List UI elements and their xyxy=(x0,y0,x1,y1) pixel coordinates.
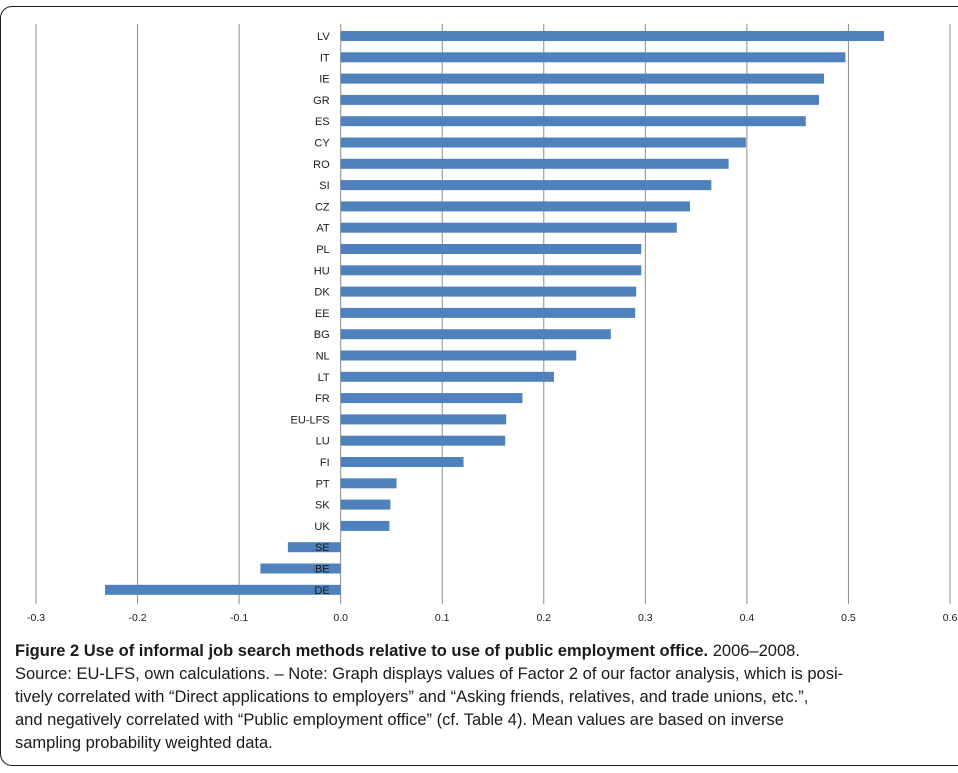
category-label: UK xyxy=(314,521,330,533)
category-label: LT xyxy=(318,372,330,384)
bar xyxy=(340,307,636,318)
bar-chart: -0.3 -0.2 -0.1 0.0 0.1 0.2 0.3 0.4 0.5 0.6 LV IT IE G… xyxy=(27,24,958,624)
category-label: IE xyxy=(319,74,329,86)
category-label: IT xyxy=(320,52,330,64)
bar xyxy=(340,201,691,212)
x-tick-label: -0.1 xyxy=(230,612,248,624)
x-tick-label: -0.2 xyxy=(129,612,147,624)
bar xyxy=(340,350,577,361)
caption-line-3: and negatively correlated with “Public e… xyxy=(15,711,784,729)
category-label: BG xyxy=(314,329,330,341)
category-label: PT xyxy=(316,478,330,490)
bar xyxy=(340,414,507,425)
category-label: FI xyxy=(320,457,330,469)
category-label: DK xyxy=(314,287,330,299)
bar xyxy=(340,116,806,127)
bar xyxy=(340,244,642,254)
x-tick-label: 0.2 xyxy=(536,612,551,624)
category-label: DE xyxy=(314,585,329,597)
caption-line-2: tively correlated with “Direct applicati… xyxy=(15,688,809,706)
caption-line-4: sampling probability weighted data. xyxy=(15,734,273,752)
category-label: NL xyxy=(316,351,330,363)
category-label: LU xyxy=(316,436,330,448)
x-tick-label: 0.6 xyxy=(943,612,958,624)
x-tick-label: 0.3 xyxy=(638,612,653,624)
category-label: CZ xyxy=(315,201,330,213)
bar xyxy=(105,584,341,595)
bar xyxy=(340,393,523,404)
category-label: SK xyxy=(315,500,330,512)
category-label: CY xyxy=(314,138,330,150)
bar xyxy=(340,457,464,467)
bar xyxy=(340,435,506,446)
x-tick-label: 0.1 xyxy=(435,612,450,624)
bar xyxy=(340,371,554,382)
bar xyxy=(260,563,341,574)
bar xyxy=(340,137,746,148)
x-tick-label: 0.0 xyxy=(333,612,348,624)
bar xyxy=(340,265,642,276)
caption-line-1: Source: EU-LFS, own calculations. – Note… xyxy=(15,665,844,683)
category-label: FR xyxy=(315,393,330,405)
category-label: SE xyxy=(315,542,330,554)
bar xyxy=(287,542,341,553)
bar xyxy=(340,73,825,84)
figure-frame xyxy=(0,6,958,766)
caption-title: Figure 2 Use of informal job search meth… xyxy=(15,642,709,660)
category-label: GR xyxy=(313,95,330,107)
bar xyxy=(340,31,884,41)
bar xyxy=(340,158,729,169)
x-tick-label: 0.5 xyxy=(841,612,856,624)
bar xyxy=(340,286,637,297)
category-label: RO xyxy=(313,159,330,171)
bar xyxy=(340,222,677,233)
category-label: HU xyxy=(314,265,330,277)
bar xyxy=(340,180,712,191)
figure-caption: Figure 2 Use of informal job search meth… xyxy=(15,640,958,755)
bar xyxy=(340,52,846,63)
category-label: EE xyxy=(315,308,330,320)
category-label: AT xyxy=(316,223,330,235)
category-label: ES xyxy=(315,116,330,128)
x-tick-label: 0.4 xyxy=(740,612,755,624)
caption-years: 2006–2008. xyxy=(708,642,800,660)
category-label: LV xyxy=(317,31,330,43)
bar xyxy=(340,499,391,510)
category-label: PL xyxy=(316,244,329,256)
category-label: EU-LFS xyxy=(291,414,330,426)
x-tick-label: -0.3 xyxy=(27,612,45,624)
bar xyxy=(340,94,819,105)
bar xyxy=(340,478,397,489)
category-label: SI xyxy=(319,180,329,192)
category-label: BE xyxy=(315,564,330,576)
bar xyxy=(340,520,390,531)
bar xyxy=(340,329,611,340)
